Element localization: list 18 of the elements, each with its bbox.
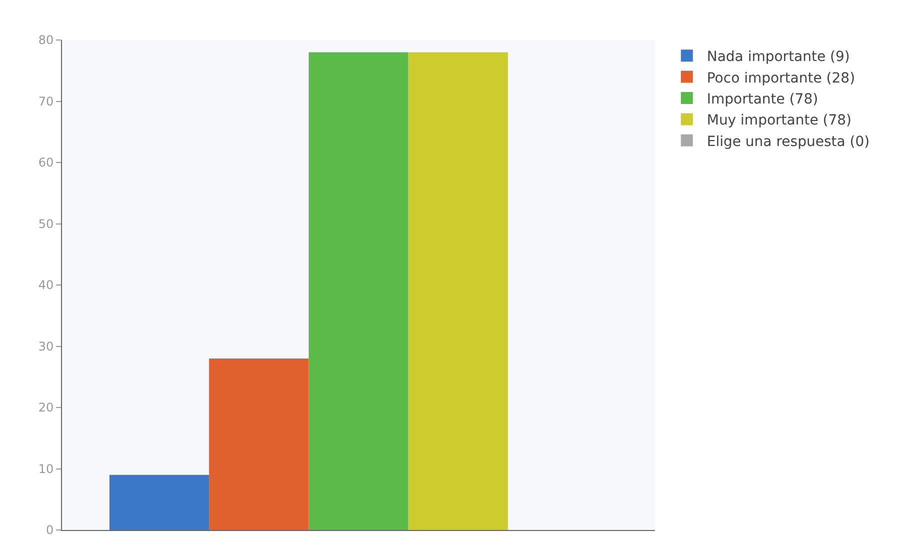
bar	[209, 358, 309, 530]
bar	[308, 52, 408, 530]
y-tick-label: 50	[38, 216, 54, 231]
legend-label: Muy importante (78)	[706, 112, 852, 129]
legend-label: Importante (78)	[706, 91, 818, 108]
bar	[109, 474, 210, 530]
bar	[408, 52, 508, 530]
y-tick-label: 80	[38, 33, 54, 48]
y-tick-label: 10	[38, 462, 54, 476]
y-tick-label: 40	[38, 278, 54, 292]
y-tick-label: 70	[38, 94, 54, 108]
y-tick-label: 0	[46, 523, 54, 538]
legend-label: Nada importante (9)	[706, 49, 850, 66]
legend-label: Poco importante (28)	[706, 70, 856, 86]
legend-label: Elige una respuesta (0)	[706, 134, 870, 150]
y-tick-label: 60	[38, 156, 54, 170]
y-tick-label: 30	[38, 339, 54, 354]
y-tick-label: 20	[38, 400, 54, 415]
